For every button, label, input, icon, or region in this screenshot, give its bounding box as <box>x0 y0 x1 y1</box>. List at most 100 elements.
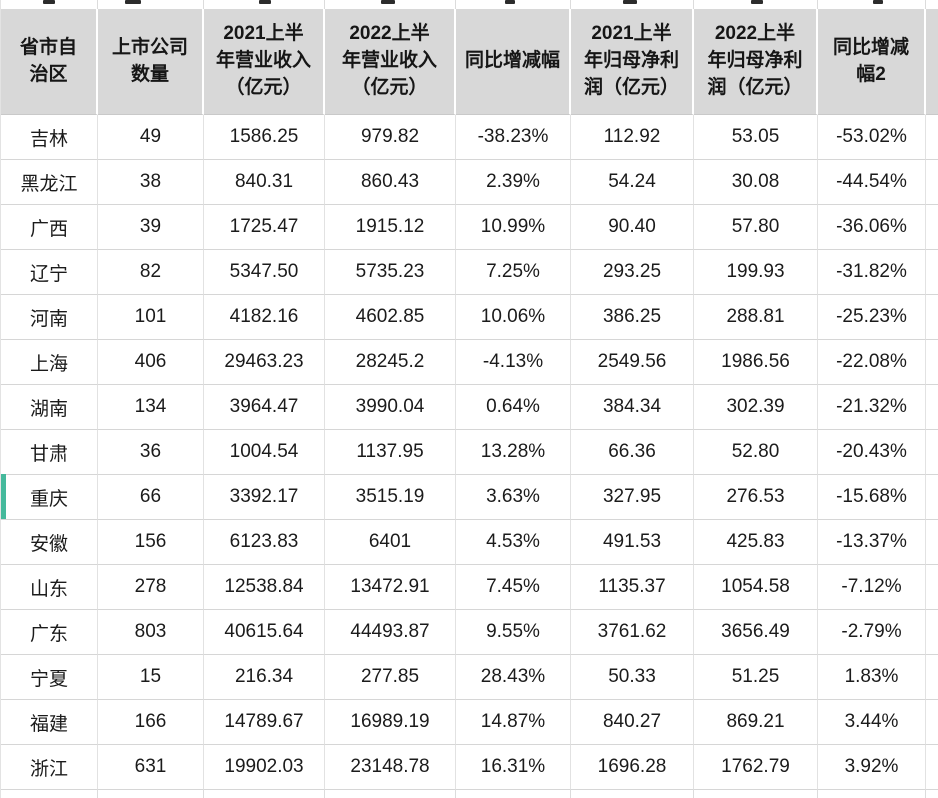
cell-profit-2022[interactable]: 869.21 <box>694 700 818 745</box>
cell-profit-change[interactable]: -44.54% <box>818 160 926 205</box>
cell-region[interactable]: 广西 <box>1 205 98 250</box>
cell-profit-2021[interactable]: 112.92 <box>571 115 694 160</box>
cell-profit-2022[interactable]: 288.81 <box>694 295 818 340</box>
cell-profit-2022[interactable]: 57.80 <box>694 205 818 250</box>
cell-region[interactable]: 广东 <box>1 610 98 655</box>
cell-revenue-2022[interactable]: 1915.12 <box>325 205 456 250</box>
cell-revenue-change[interactable]: 7.25% <box>456 250 571 295</box>
cell-profit-2022[interactable]: 276.53 <box>694 475 818 520</box>
cell-partial[interactable] <box>926 700 938 745</box>
cell-company-count[interactable]: 66 <box>98 475 204 520</box>
cell-region[interactable]: 辽宁 <box>1 250 98 295</box>
cell-revenue-2022[interactable]: 44493.87 <box>325 610 456 655</box>
cell-partial[interactable] <box>926 340 938 385</box>
cell-region[interactable]: 山东 <box>1 565 98 610</box>
cell-region[interactable]: 浙江 <box>1 745 98 790</box>
cell-company-count[interactable]: 49 <box>98 115 204 160</box>
cell-revenue-2021[interactable]: 29463.23 <box>204 340 325 385</box>
cell-revenue-2021[interactable]: 14789.67 <box>204 700 325 745</box>
cell-partial[interactable] <box>926 565 938 610</box>
cell-partial[interactable] <box>926 475 938 520</box>
cell-region[interactable]: 河南 <box>1 295 98 340</box>
cell-profit-change[interactable]: 3.92% <box>818 745 926 790</box>
cell-partial[interactable] <box>926 295 938 340</box>
cell-profit-2021[interactable]: 50.33 <box>571 655 694 700</box>
cell-revenue-change[interactable]: 2.39% <box>456 160 571 205</box>
cell-revenue-change[interactable]: 13.28% <box>456 430 571 475</box>
cell-revenue-2021[interactable]: 40615.64 <box>204 610 325 655</box>
cell-profit-2021[interactable]: 2549.56 <box>571 340 694 385</box>
cell-revenue-2022[interactable]: 3515.19 <box>325 475 456 520</box>
cell-partial[interactable] <box>926 745 938 790</box>
cell-profit-2021[interactable]: 1696.28 <box>571 745 694 790</box>
cell-company-count[interactable]: 101 <box>98 295 204 340</box>
cell-profit-2022[interactable]: 53.05 <box>694 115 818 160</box>
cell-revenue-change[interactable]: 0.64% <box>456 385 571 430</box>
cell-revenue-2021[interactable]: 3964.47 <box>204 385 325 430</box>
cell-revenue-change[interactable]: 14.87% <box>456 700 571 745</box>
cell-profit-2022[interactable]: 30.08 <box>694 160 818 205</box>
cell-partial[interactable] <box>926 655 938 700</box>
cell-profit-change[interactable]: -25.23% <box>818 295 926 340</box>
cell-partial[interactable] <box>926 205 938 250</box>
cell-revenue-change[interactable]: -38.23% <box>456 115 571 160</box>
cell-company-count[interactable]: 82 <box>98 250 204 295</box>
cell-partial[interactable] <box>926 115 938 160</box>
cell-profit-2022[interactable]: 302.39 <box>694 385 818 430</box>
cell-profit-change[interactable]: -2.79% <box>818 610 926 655</box>
cell-profit-2021[interactable]: 384.34 <box>571 385 694 430</box>
cell-revenue-2021[interactable]: 4182.16 <box>204 295 325 340</box>
cell-profit-change[interactable]: -15.68% <box>818 475 926 520</box>
header-cell-profit-2021[interactable]: 2021上半年归母净利润（亿元） <box>571 9 694 115</box>
cell-region[interactable]: 吉林 <box>1 115 98 160</box>
cell-revenue-change[interactable]: 9.55% <box>456 610 571 655</box>
cell-region[interactable]: 福建 <box>1 700 98 745</box>
cell-profit-change[interactable]: -53.02% <box>818 115 926 160</box>
cell-revenue-2022[interactable]: 5735.23 <box>325 250 456 295</box>
cell-region[interactable]: 重庆 <box>1 475 98 520</box>
cell-revenue-2022[interactable]: 1137.95 <box>325 430 456 475</box>
header-cell-revenue-change[interactable]: 同比增减幅 <box>456 9 571 115</box>
cell-company-count[interactable]: 156 <box>98 520 204 565</box>
cell-revenue-change[interactable]: -4.13% <box>456 340 571 385</box>
cell-region[interactable]: 甘肃 <box>1 430 98 475</box>
cell-revenue-change[interactable]: 16.31% <box>456 745 571 790</box>
cell-profit-change[interactable]: -20.43% <box>818 430 926 475</box>
cell-revenue-2021[interactable]: 6123.83 <box>204 520 325 565</box>
cell-revenue-change[interactable]: 10.99% <box>456 205 571 250</box>
cell-revenue-2021[interactable]: 1586.25 <box>204 115 325 160</box>
cell-company-count[interactable]: 803 <box>98 610 204 655</box>
cell-revenue-2022[interactable]: 860.43 <box>325 160 456 205</box>
cell-partial[interactable] <box>926 385 938 430</box>
cell-revenue-2022[interactable]: 28245.2 <box>325 340 456 385</box>
cell-profit-2021[interactable]: 327.95 <box>571 475 694 520</box>
cell-revenue-2022[interactable]: 979.82 <box>325 115 456 160</box>
cell-region[interactable]: 宁夏 <box>1 655 98 700</box>
cell-revenue-2022[interactable]: 6401 <box>325 520 456 565</box>
cell-partial[interactable] <box>926 250 938 295</box>
cell-profit-2021[interactable]: 1135.37 <box>571 565 694 610</box>
cell-company-count[interactable]: 38 <box>98 160 204 205</box>
cell-region[interactable]: 湖南 <box>1 385 98 430</box>
cell-profit-2021[interactable]: 90.40 <box>571 205 694 250</box>
cell-profit-2022[interactable]: 1054.58 <box>694 565 818 610</box>
cell-profit-2022[interactable]: 199.93 <box>694 250 818 295</box>
cell-revenue-2021[interactable]: 5347.50 <box>204 250 325 295</box>
cell-revenue-2021[interactable]: 19902.03 <box>204 745 325 790</box>
cell-profit-2021[interactable]: 3761.62 <box>571 610 694 655</box>
cell-company-count[interactable]: 36 <box>98 430 204 475</box>
cell-revenue-change[interactable]: 4.53% <box>456 520 571 565</box>
cell-profit-2022[interactable]: 1762.79 <box>694 745 818 790</box>
cell-profit-change[interactable]: -36.06% <box>818 205 926 250</box>
cell-profit-change[interactable]: -31.82% <box>818 250 926 295</box>
header-cell-region[interactable]: 省市自治区 <box>1 9 98 115</box>
cell-profit-2021[interactable]: 840.27 <box>571 700 694 745</box>
cell-profit-change[interactable]: -13.37% <box>818 520 926 565</box>
cell-company-count[interactable]: 166 <box>98 700 204 745</box>
cell-profit-change[interactable]: 3.44% <box>818 700 926 745</box>
cell-company-count[interactable]: 631 <box>98 745 204 790</box>
cell-revenue-2021[interactable]: 1004.54 <box>204 430 325 475</box>
cell-profit-2021[interactable]: 66.36 <box>571 430 694 475</box>
cell-region[interactable]: 黑龙江 <box>1 160 98 205</box>
cell-region[interactable]: 安徽 <box>1 520 98 565</box>
